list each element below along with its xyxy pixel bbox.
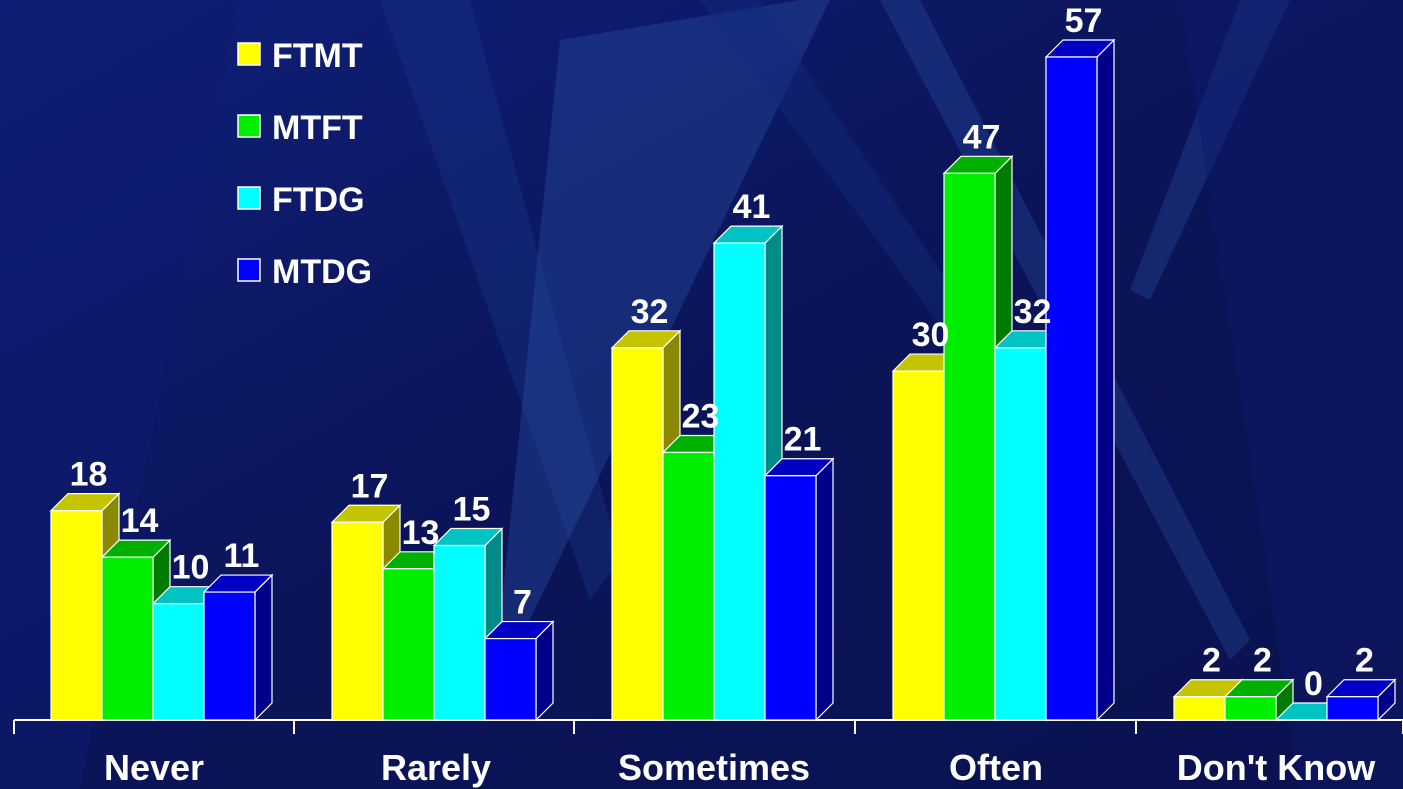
data-label: 21 bbox=[784, 421, 822, 459]
bar-front-face bbox=[101, 556, 154, 721]
legend-swatch bbox=[237, 114, 261, 138]
data-label: 30 bbox=[912, 316, 950, 354]
data-label: 10 bbox=[172, 549, 210, 587]
data-label: 7 bbox=[513, 584, 532, 622]
x-tick-label: Rarely bbox=[381, 747, 491, 788]
data-label: 23 bbox=[682, 397, 720, 435]
data-label: 2 bbox=[1355, 642, 1374, 680]
bar-mtdg-2 bbox=[763, 457, 835, 722]
bar-front-face bbox=[1224, 696, 1277, 721]
legend-entry-ftdg: FTDG bbox=[237, 181, 365, 219]
data-label: 0 bbox=[1304, 665, 1323, 703]
legend-entry-mtft: MTFT bbox=[237, 109, 363, 147]
bar-front-face bbox=[152, 603, 205, 721]
data-label: 2 bbox=[1202, 642, 1221, 680]
bar-front-face bbox=[50, 510, 103, 721]
legend-entry-mtdg: MTDG bbox=[237, 253, 372, 291]
x-tick-label: Sometimes bbox=[618, 747, 810, 788]
legend-label: FTMT bbox=[272, 37, 363, 75]
legend-label: MTFT bbox=[272, 109, 363, 147]
category-label-group: Never Rarely Sometimes Often Don't Know bbox=[104, 747, 1376, 788]
bar-front-face bbox=[994, 347, 1047, 721]
bar-front-face bbox=[1326, 696, 1379, 721]
bar-front-face bbox=[892, 370, 945, 721]
bar-mtdg-4 bbox=[1325, 678, 1397, 722]
legend-label: MTDG bbox=[272, 253, 372, 291]
bar-front-face bbox=[433, 544, 486, 721]
bar-front-face bbox=[1045, 56, 1098, 721]
data-label: 13 bbox=[402, 514, 440, 552]
legend-label: FTDG bbox=[272, 181, 365, 219]
data-label: 17 bbox=[351, 467, 389, 505]
data-label: 14 bbox=[121, 502, 159, 540]
bar-front-face bbox=[943, 172, 996, 721]
legend: FTMT MTFT FTDG MTDG bbox=[237, 37, 372, 291]
bar-ftdg-1 bbox=[432, 527, 504, 722]
bar-front-face bbox=[484, 637, 537, 721]
bar-front-face bbox=[713, 242, 766, 721]
legend-swatch bbox=[237, 258, 261, 282]
bar-front-face bbox=[331, 521, 384, 721]
data-label: 41 bbox=[733, 188, 771, 226]
bar-side-face bbox=[815, 457, 834, 722]
data-label: 15 bbox=[453, 491, 491, 529]
bar-front-face bbox=[1173, 696, 1226, 721]
legend-swatch bbox=[237, 186, 261, 210]
bar-front-face bbox=[611, 347, 664, 721]
legend-entry-ftmt: FTMT bbox=[237, 37, 363, 75]
bar-front-face bbox=[662, 451, 715, 721]
bar-mtdg-3 bbox=[1044, 38, 1116, 722]
bar-series-group bbox=[49, 38, 1397, 722]
bar-front-face bbox=[203, 591, 256, 721]
bar-mtft-4 bbox=[1223, 678, 1295, 722]
bar-side-face bbox=[1096, 38, 1115, 722]
data-label: 32 bbox=[631, 293, 669, 331]
bar-front-face bbox=[382, 568, 435, 721]
data-label: 11 bbox=[224, 537, 260, 575]
legend-swatch bbox=[237, 42, 261, 66]
data-label: 47 bbox=[963, 118, 1001, 156]
data-label: 57 bbox=[1065, 2, 1103, 40]
x-tick-label: Never bbox=[104, 747, 204, 788]
x-tick-label: Often bbox=[949, 747, 1043, 788]
bar-mtdg-1 bbox=[483, 620, 555, 722]
data-label: 18 bbox=[70, 456, 108, 494]
data-label: 2 bbox=[1253, 642, 1272, 680]
x-tick-label: Don't Know bbox=[1177, 747, 1377, 788]
data-label: 32 bbox=[1014, 293, 1052, 331]
bar-mtdg-0 bbox=[202, 573, 274, 722]
bar-side-face bbox=[254, 573, 273, 722]
bar-front-face bbox=[764, 475, 817, 721]
